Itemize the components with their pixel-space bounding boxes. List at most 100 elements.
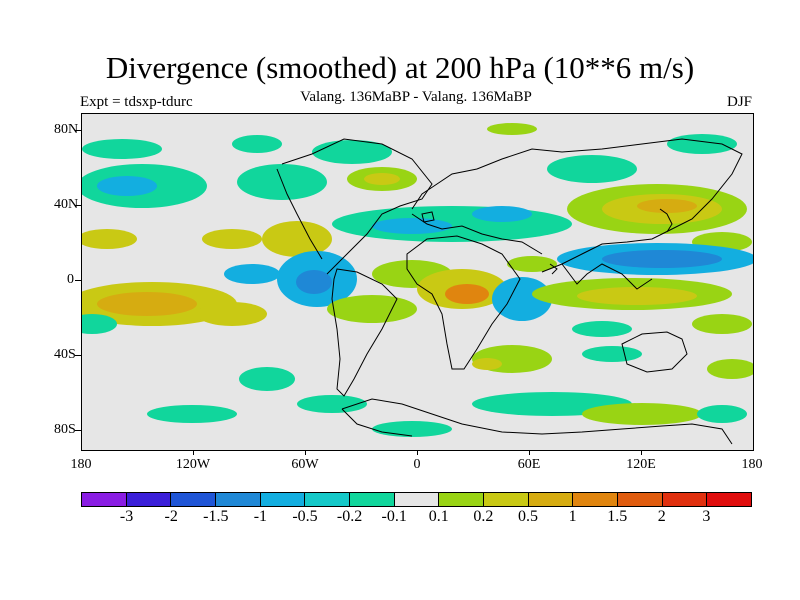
blob-negative <box>296 270 332 294</box>
blob-negative <box>547 155 637 183</box>
blob-negative <box>372 421 452 437</box>
lon-tick <box>193 450 194 455</box>
blob-positive <box>445 284 489 304</box>
lon-label-60e: 60E <box>517 457 541 472</box>
blob-negative <box>572 321 632 337</box>
lon-tick <box>417 450 418 455</box>
colorbar-label: 3 <box>702 508 711 525</box>
colorbar-cell <box>171 493 217 506</box>
colorbar-cell <box>439 493 485 506</box>
lon-label-180w: 180 <box>70 457 92 472</box>
colorbar-label: 2 <box>657 508 666 525</box>
colorbar-cell <box>394 493 440 506</box>
blob-positive <box>327 295 417 323</box>
experiment-label: Expt = tdsxp-tdurc <box>80 94 193 110</box>
colorbar-cell <box>618 493 663 506</box>
blob-positive <box>507 256 557 272</box>
blob-negative <box>82 139 162 159</box>
blob-positive <box>582 403 702 425</box>
blob-negative <box>697 405 747 423</box>
coastline-island <box>421 211 435 223</box>
coastline-south-america <box>331 268 398 397</box>
lon-tick <box>529 450 530 455</box>
blob-negative <box>602 250 722 268</box>
divergence-map <box>81 113 754 451</box>
colorbar-label: -3 <box>119 508 134 525</box>
divergence-field <box>82 114 753 450</box>
lat-tick <box>75 430 81 431</box>
colorbar-label: 0.5 <box>518 508 538 525</box>
blob-negative <box>97 176 157 196</box>
season-label: DJF <box>726 94 752 110</box>
colorbar-cell <box>528 493 574 506</box>
coastline-antarctica <box>341 398 733 445</box>
colorbar-label: 0.1 <box>428 508 449 525</box>
coastline-north-america <box>281 138 433 275</box>
colorbar-label: -1 <box>253 508 268 525</box>
coastline-africa <box>406 235 521 370</box>
lon-tick <box>641 450 642 455</box>
chart-subtitle: Valang. 136MaBP - Valang. 136MaBP <box>300 89 532 105</box>
lat-label-0: 0 <box>67 272 74 287</box>
colorbar-cell <box>305 493 351 506</box>
divergence-blobs <box>82 123 753 437</box>
blob-positive <box>364 173 400 185</box>
colorbar-cell <box>573 493 619 506</box>
blob-negative <box>82 314 117 334</box>
blob-positive <box>262 221 332 257</box>
colorbar-label: 0.2 <box>473 508 494 525</box>
colorbar-cell <box>82 493 127 506</box>
colorbar <box>81 492 752 507</box>
blob-negative <box>297 395 367 413</box>
colorbar-label: -1.5 <box>203 508 229 525</box>
lat-label-40n: 40N <box>54 197 79 212</box>
colorbar-cell <box>662 493 708 506</box>
coastline-island <box>549 263 558 275</box>
lat-label-40s: 40S <box>54 347 76 362</box>
lon-label-60w: 60W <box>291 457 319 472</box>
colorbar-label: -0.5 <box>292 508 318 525</box>
blob-positive <box>82 229 137 249</box>
blob-positive <box>707 359 753 379</box>
coastline-south-asia <box>561 263 653 290</box>
colorbar-cell <box>484 493 529 506</box>
coastline-mediterranean <box>411 213 543 255</box>
lat-tick <box>75 130 81 131</box>
colorbar-label: 1.5 <box>607 508 628 525</box>
chart-title: Divergence (smoothed) at 200 hPa (10**6 … <box>105 50 695 85</box>
blob-negative <box>147 405 237 423</box>
colorbar-cell <box>707 493 752 506</box>
coastline-eurasia <box>411 138 743 273</box>
blob-negative <box>492 277 552 321</box>
blob-positive <box>97 292 197 316</box>
blob-positive <box>472 358 502 370</box>
colorbar-cell <box>350 493 395 506</box>
blob-negative <box>232 135 282 153</box>
coastlines <box>276 138 743 445</box>
lon-label-0: 0 <box>413 457 421 472</box>
blob-positive <box>577 287 697 305</box>
lon-tick <box>305 450 306 455</box>
blob-negative <box>472 206 532 222</box>
colorbar-cell <box>260 493 306 506</box>
coastline-antarctica-peninsula <box>341 408 413 437</box>
lat-label-80s: 80S <box>54 422 76 437</box>
blob-negative <box>372 218 452 234</box>
blob-positive <box>692 314 752 334</box>
blob-positive <box>487 123 537 135</box>
blob-positive <box>202 229 262 249</box>
coastline-north-america-west <box>276 168 323 260</box>
lon-label-120e: 120E <box>626 457 656 472</box>
lat-tick <box>75 205 81 206</box>
colorbar-label: -2 <box>164 508 178 525</box>
lat-label-80n: 80N <box>54 122 79 137</box>
blob-negative <box>667 134 737 154</box>
lat-tick <box>75 355 81 356</box>
blob-negative <box>224 264 280 284</box>
blob-negative <box>239 367 295 391</box>
lon-label-120w: 120W <box>175 457 211 472</box>
lat-tick <box>75 280 81 281</box>
blob-negative <box>312 140 392 164</box>
colorbar-cell <box>216 493 261 506</box>
colorbar-label: -0.1 <box>381 508 407 525</box>
